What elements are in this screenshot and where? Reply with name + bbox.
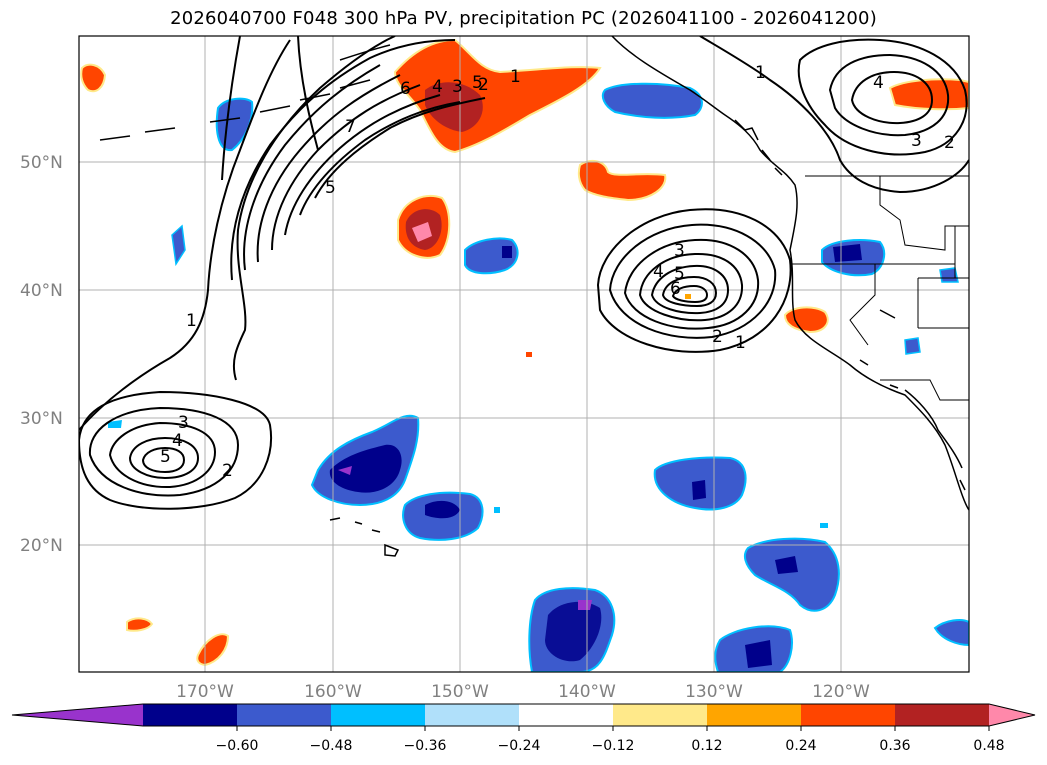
colorbar-tick-label: −0.60: [216, 738, 259, 754]
pv-label: 7: [345, 117, 356, 137]
colorbar-tick-label: −0.36: [404, 738, 447, 754]
pv-label: 6: [400, 79, 411, 99]
colorbar-segment: [895, 704, 989, 726]
map-frame: [78, 35, 970, 673]
pv-label: 2: [712, 327, 723, 347]
pv-label: 1: [735, 333, 746, 353]
coastlines: [99, 36, 969, 557]
colorbar-tick-label: 0.36: [879, 738, 910, 754]
pv-label: 4: [172, 431, 183, 451]
lon-label-170w: 170°W: [176, 682, 234, 702]
colorbar-segment: [237, 704, 331, 726]
pv-label: 4: [873, 73, 884, 93]
colorbar-segment: [989, 704, 1035, 726]
colorbar-segment: [425, 704, 519, 726]
colorbar-outline: [11, 703, 1036, 727]
colorbar: −0.60 −0.48 −0.36 −0.24 −0.12 0.12 0.24 0.36 0.4…: [11, 703, 1036, 754]
pv-label: 4: [653, 262, 664, 282]
colorbar-tick-label: −0.24: [498, 738, 541, 754]
pv-label: 4: [432, 77, 443, 97]
pv-label: 2: [944, 133, 955, 153]
pv-contour-labels: 1 2 3 4 5 6 7 5 1 3 4 5 2 1 3 4 5 6 2 1 …: [160, 63, 955, 481]
colorbar-tick-label: −0.12: [592, 738, 635, 754]
lat-label-20n: 20°N: [20, 536, 63, 556]
pv-contours: [79, 36, 969, 510]
precip-negative-areas: [108, 82, 969, 672]
map-panel: 1 2 3 4 5 6 7 5 1 3 4 5 2 1 3 4 5 6 2 1 …: [79, 36, 969, 672]
pv-label: 5: [674, 264, 685, 284]
lat-label-30n: 30°N: [20, 409, 63, 429]
colorbar-segment: [12, 704, 143, 726]
precip-positive-areas: [80, 38, 969, 667]
colorbar-segment: [519, 704, 613, 726]
pv-label: 2: [478, 75, 489, 95]
lat-label-40n: 40°N: [20, 281, 63, 301]
colorbar-tick-label: 0.24: [785, 738, 816, 754]
pv-label: 1: [510, 67, 521, 87]
pv-label: 5: [472, 73, 483, 93]
colorbar-tick-label: −0.48: [310, 738, 353, 754]
colorbar-tick-label: 0.12: [691, 738, 722, 754]
page-title: 2026040700 F048 300 hPa PV, precipitatio…: [170, 8, 877, 29]
lon-label-160w: 160°W: [304, 682, 362, 702]
pv-label: 3: [911, 131, 922, 151]
longitude-labels: 170°W 160°W 150°W 140°W 130°W 120°W: [176, 682, 870, 702]
pv-label: 1: [186, 311, 197, 331]
lon-label-130w: 130°W: [685, 682, 743, 702]
colorbar-segment: [613, 704, 707, 726]
pv-label: 2: [222, 461, 233, 481]
pv-label: 6: [670, 279, 681, 299]
colorbar-segment: [143, 704, 237, 726]
colorbar-segment: [707, 704, 801, 726]
latitude-labels: 50°N 40°N 30°N 20°N: [20, 153, 63, 556]
pv-label: 1: [755, 63, 766, 83]
political-borders: [792, 175, 969, 401]
lat-lon-grid: [79, 36, 969, 672]
lon-label-120w: 120°W: [812, 682, 870, 702]
pv-label: 3: [178, 413, 189, 433]
colorbar-segment: [801, 704, 895, 726]
pv-label: 5: [325, 178, 336, 198]
pv-label: 3: [674, 241, 685, 261]
pv-label: 3: [452, 77, 463, 97]
lon-label-150w: 150°W: [431, 682, 489, 702]
pv-label: 5: [160, 447, 171, 467]
colorbar-segment: [331, 704, 425, 726]
lat-label-50n: 50°N: [20, 153, 63, 173]
lon-label-140w: 140°W: [558, 682, 616, 702]
colorbar-tick-label: 0.48: [973, 738, 1004, 754]
